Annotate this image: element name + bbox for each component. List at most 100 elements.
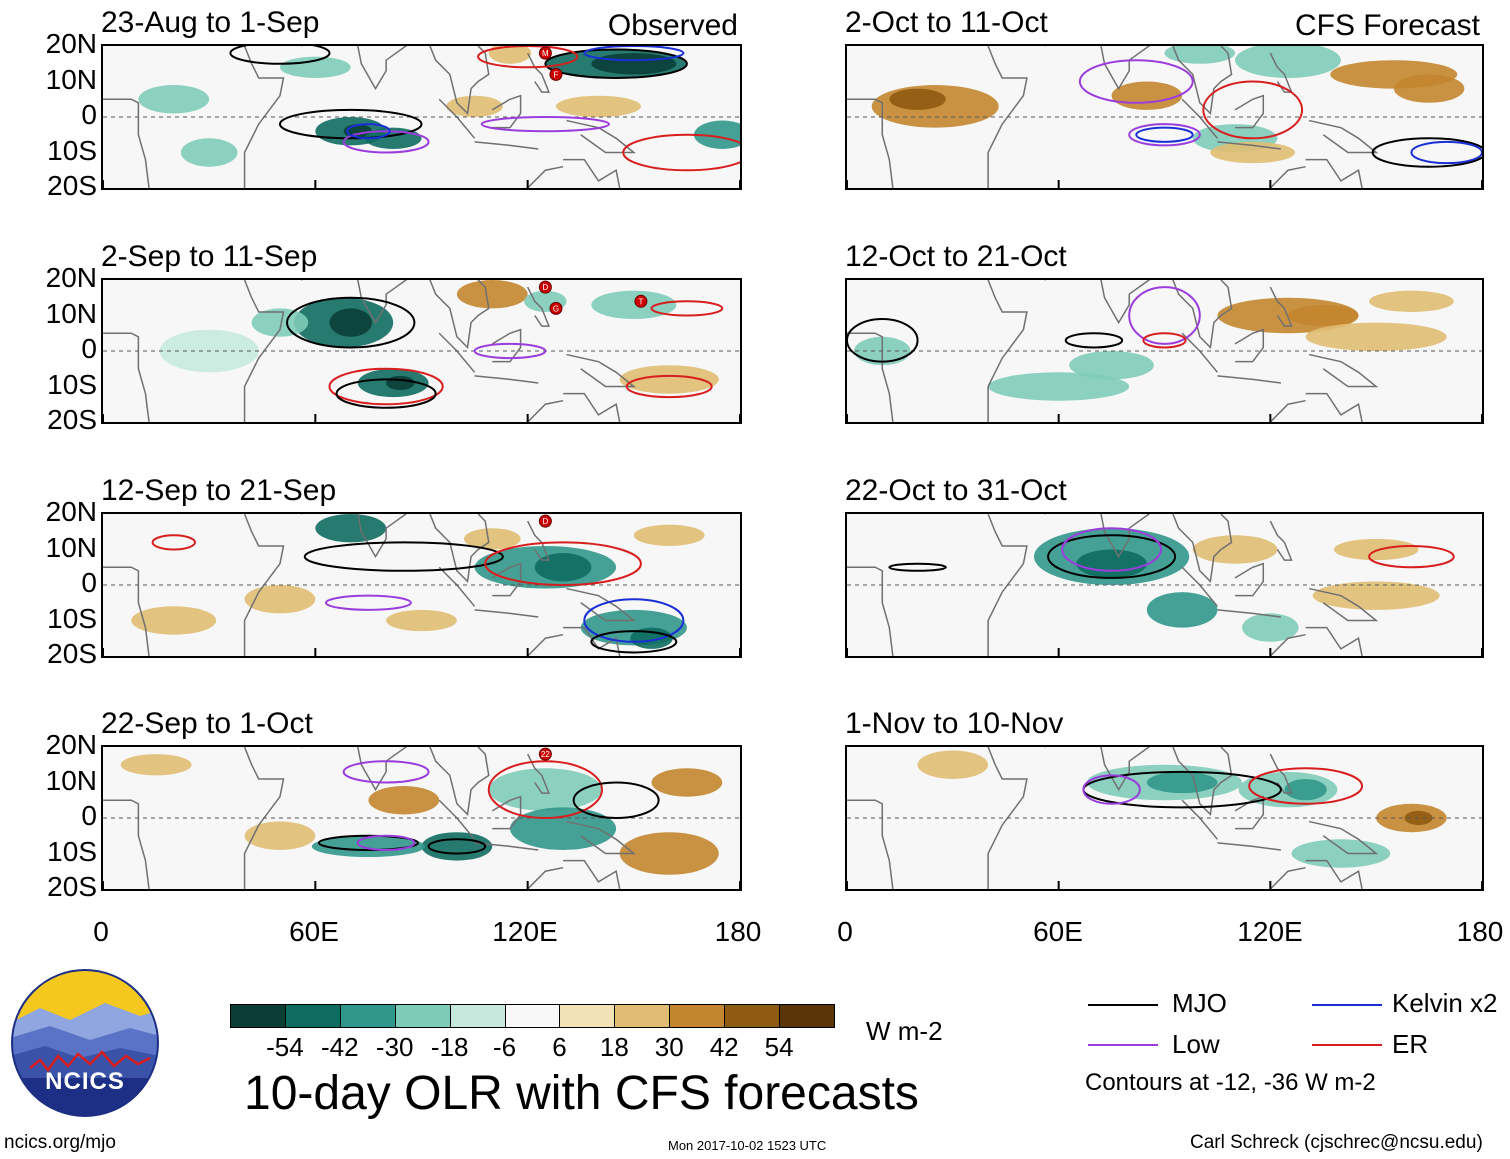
filtered-olr-contour xyxy=(335,378,437,409)
x-tick-left-180: 180 xyxy=(714,916,762,947)
filtered-olr-contour xyxy=(1064,332,1124,349)
olr-anomaly-shade xyxy=(619,365,719,394)
olr-anomaly-shade xyxy=(1210,141,1296,164)
olr-anomaly-shade xyxy=(180,138,238,167)
x-tick-left-0: 0 xyxy=(93,916,109,947)
olr-map-svg xyxy=(847,46,1482,188)
coastline xyxy=(563,392,621,422)
olr-anomaly-shade xyxy=(1076,549,1147,578)
olr-anomaly-shade xyxy=(421,832,493,861)
coastline xyxy=(1234,562,1265,597)
filtered-olr-contour xyxy=(151,534,197,551)
legend-er-label: ER xyxy=(1392,1029,1429,1059)
coastline xyxy=(1044,747,1233,817)
olr-anomaly-shade xyxy=(463,528,521,550)
olr-anomaly-shade xyxy=(138,85,210,114)
coastline xyxy=(1308,587,1379,622)
olr-anomaly-shade xyxy=(889,88,946,110)
filtered-olr-contour xyxy=(1047,534,1177,579)
coastline xyxy=(243,280,285,422)
olr-map-svg xyxy=(847,747,1482,889)
colorbar-label: 30 xyxy=(654,1032,684,1062)
coastline xyxy=(1269,866,1306,889)
colorbar-label: -30 xyxy=(375,1032,414,1062)
filtered-olr-contour xyxy=(888,562,947,572)
colorbar-label: 6 xyxy=(552,1032,567,1062)
tropical-cyclone-marker: F xyxy=(549,67,563,81)
x-tick-right-60e: 60E xyxy=(1033,916,1083,947)
y-tick-label: 10N xyxy=(45,531,97,563)
coastline xyxy=(1217,842,1282,851)
colorbar-swatch xyxy=(394,1004,451,1028)
olr-anomaly-shade xyxy=(1146,771,1218,794)
tropical-cyclone-marker-dot xyxy=(634,294,648,308)
tropical-cyclone-label: M xyxy=(542,49,549,58)
coastline xyxy=(474,141,539,150)
panel-title-1: 23-Aug to 1-Sep xyxy=(101,6,320,39)
olr-anomaly-shade xyxy=(509,807,617,850)
olr-anomaly-shade xyxy=(917,750,989,779)
colorbar-label: 54 xyxy=(764,1032,794,1062)
tropical-cyclone-marker: G xyxy=(549,301,563,315)
y-tick-label: 20S xyxy=(47,638,97,669)
filtered-olr-contour xyxy=(342,130,430,154)
tropical-cyclone-marker-dot xyxy=(549,67,563,81)
coastline xyxy=(526,520,551,561)
legend-contour-note: Contours at -12, -36 W m-2 xyxy=(1085,1069,1376,1096)
olr-anomaly-shade xyxy=(1284,778,1327,801)
olr-anomaly-shade xyxy=(1287,304,1359,327)
coastline xyxy=(1044,280,1233,350)
map-panel-7: 22 xyxy=(101,745,742,891)
coastline xyxy=(474,375,539,384)
olr-anomaly-shade xyxy=(244,821,316,850)
coastline xyxy=(1269,165,1306,188)
filtered-olr-contour xyxy=(1368,544,1455,569)
tropical-cyclone-marker-dot xyxy=(549,301,563,315)
olr-anomaly-shade xyxy=(619,832,719,875)
filtered-olr-contour xyxy=(317,834,419,851)
y-tick-label: 10S xyxy=(47,835,97,867)
colorbar-label: 18 xyxy=(599,1032,629,1062)
panel-title-5: 12-Sep to 21-Sep xyxy=(101,474,337,507)
tropical-cyclone-marker: 22 xyxy=(538,747,552,761)
colorbar-label: -42 xyxy=(321,1032,359,1062)
map-panel-5: D xyxy=(101,512,742,658)
colorbar-swatch xyxy=(230,1004,286,1028)
colorbar-label: 42 xyxy=(709,1032,739,1062)
panel-title-2: 2-Oct to 11-Oct xyxy=(845,6,1048,39)
olr-map-svg: 22 xyxy=(103,747,740,889)
coastline xyxy=(1217,141,1282,150)
olr-anomaly-shade xyxy=(1164,46,1236,64)
filtered-olr-contour xyxy=(625,374,713,399)
colorbar-swatch xyxy=(339,1004,396,1028)
coastline xyxy=(847,98,894,188)
y-tick-label: 10N xyxy=(45,297,97,329)
coastline xyxy=(301,280,490,350)
olr-anomaly-shade xyxy=(251,308,309,337)
filtered-olr-contour xyxy=(1061,527,1162,572)
x-tick-right-120e: 120E xyxy=(1237,916,1303,947)
filtered-olr-contour xyxy=(1082,774,1141,805)
filtered-olr-contour xyxy=(590,630,678,654)
coastline xyxy=(1305,626,1363,656)
coastline xyxy=(526,52,551,93)
panel-label-2: CFS Forecast xyxy=(1294,9,1480,42)
coastline xyxy=(301,514,490,584)
filtered-olr-contour xyxy=(473,342,547,360)
coastline xyxy=(103,332,150,422)
filtered-olr-contour xyxy=(583,46,685,62)
olr-anomaly-shade xyxy=(651,768,723,797)
footer-url[interactable]: ncics.org/mjo xyxy=(4,1132,116,1153)
tropical-cyclone-marker: M xyxy=(538,46,552,60)
coastline xyxy=(1308,820,1379,855)
filtered-olr-contour xyxy=(278,108,423,140)
colorbar-label: -18 xyxy=(430,1032,469,1062)
colorbar-swatch xyxy=(449,1004,506,1028)
filtered-olr-contour xyxy=(1410,140,1482,165)
coastline xyxy=(1269,399,1306,422)
y-tick-label: 20N xyxy=(45,262,97,293)
tropical-cyclone-marker-dot xyxy=(538,46,552,60)
coastline xyxy=(1234,328,1265,363)
coastline xyxy=(1269,52,1293,93)
filtered-olr-contour xyxy=(1202,80,1304,140)
